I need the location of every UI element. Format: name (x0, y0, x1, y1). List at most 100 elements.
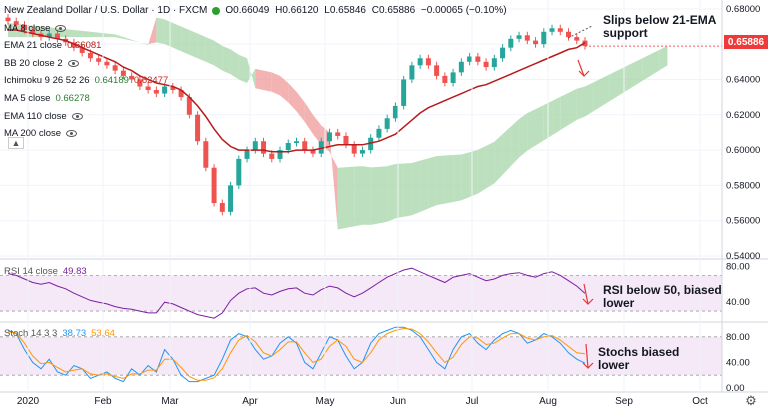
stoch-legend[interactable]: Stoch 14 3 3 38.73 53.64 (4, 328, 115, 339)
rsi-value: 49.83 (62, 266, 87, 277)
candle-body (104, 61, 110, 66)
eye-hidden-icon[interactable] (55, 24, 67, 32)
eye-hidden-icon[interactable] (71, 112, 83, 120)
candle-body (277, 150, 283, 159)
gear-icon[interactable]: ⚙ (745, 393, 757, 408)
annotation-ema: Slips below 21-EMA support (603, 13, 716, 40)
candle-body (557, 28, 563, 32)
candle-body (326, 132, 332, 142)
candle-body (417, 58, 423, 66)
stoch-arrow-shaft (585, 343, 589, 369)
candle-body (359, 150, 365, 154)
ichimoku-cloud-segment (585, 82, 594, 117)
rsi-arrow-head (582, 298, 594, 305)
eye-hidden-icon[interactable] (66, 130, 78, 138)
candle-body (153, 90, 159, 94)
collapse-legend-chevron-up-icon[interactable]: ▲ (8, 137, 24, 149)
ichimoku-cloud-segment (280, 75, 289, 103)
legend-value: 0.66278 (55, 92, 90, 104)
ichimoku-cloud-segment (444, 155, 454, 204)
ichimoku-cloud-segment (617, 66, 627, 97)
candle-body (384, 118, 390, 129)
ichimoku-cloud-segment (568, 88, 577, 125)
price-tick-label: 0.58000 (726, 180, 760, 191)
candle-body (458, 61, 464, 73)
ichimoku-cloud-segment (164, 19, 173, 48)
legend-ema21[interactable]: EMA 21 close 0.66081 (4, 37, 510, 55)
legend-ma8[interactable]: MA 8 close (4, 20, 510, 38)
annotation-stoch: Stochs biased lower (598, 345, 680, 372)
ichimoku-cloud-segment (115, 34, 124, 39)
ichimoku-cloud-segment (486, 141, 495, 189)
ichimoku-cloud-segment (469, 149, 478, 198)
ichimoku-cloud-segment (626, 62, 635, 91)
price-arrow-shaft (577, 59, 585, 77)
legend-ma5[interactable]: MA 5 close 0.66278 (4, 90, 510, 108)
candle-body (310, 150, 316, 154)
ichimoku-cloud-segment (214, 40, 223, 71)
stoch-tick-label: 80.00 (726, 332, 750, 343)
ichimoku-cloud-segment (453, 154, 462, 202)
candle-body (425, 58, 431, 66)
ichimoku-cloud-segment (494, 134, 503, 184)
legend-label: Ichimoku 9 26 52 26 (4, 75, 90, 87)
ichimoku-cloud-segment (247, 58, 256, 89)
legend-ema110[interactable]: EMA 110 close (4, 108, 510, 126)
price-tick-label: 0.56000 (726, 216, 760, 227)
candle-body (54, 33, 60, 39)
candle-body (500, 47, 506, 59)
ichimoku-cloud-segment (436, 155, 445, 206)
ichimoku-cloud-segment (378, 166, 388, 224)
legend-bb20[interactable]: BB 20 close 2 (4, 55, 510, 73)
ichimoku-cloud-segment (65, 29, 74, 38)
stoch-d-value: 53.64 (91, 328, 115, 339)
ichimoku-cloud-segment (560, 92, 569, 131)
ichimoku-cloud-segment (354, 166, 363, 227)
ichimoku-cloud-segment (106, 33, 116, 38)
candle-body (285, 143, 291, 151)
ichimoku-cloud-segment (90, 31, 99, 38)
candle-body (549, 28, 555, 32)
rsi-tick-label: 40.00 (726, 297, 750, 308)
ichimoku-cloud-segment (205, 37, 215, 66)
ichimoku-cloud-segment (312, 114, 322, 145)
legend-title-row: New Zealand Dollar / U.S. Dollar · 1D · … (4, 2, 510, 20)
ema-pointer-dash (567, 25, 593, 39)
ichimoku-cloud-segment (601, 74, 610, 107)
candle-body (335, 132, 341, 136)
rsi-band (0, 275, 722, 312)
ichimoku-cloud-segment (535, 105, 544, 146)
stoch-band (0, 336, 722, 376)
symbol-title[interactable]: New Zealand Dollar / U.S. Dollar · 1D · … (4, 5, 208, 16)
rsi-line (7, 267, 586, 319)
candle-body (401, 79, 407, 106)
ohlc-high: H0.66120 (275, 5, 319, 16)
rsi-legend[interactable]: RSI 14 close 49.83 (4, 266, 87, 277)
candle-body (294, 141, 299, 144)
ichimoku-cloud-segment (519, 113, 528, 158)
candle-body (566, 31, 572, 38)
candle-body (170, 86, 176, 91)
legend-ichimoku[interactable]: Ichimoku 9 26 52 26 0.64189 0.62477 (4, 72, 510, 90)
legend-label: EMA 110 close (4, 110, 67, 122)
candle-body (302, 141, 308, 151)
ichimoku-cloud-segment (370, 166, 379, 225)
candle-body (96, 58, 102, 62)
legend-ma200[interactable]: MA 200 close (4, 125, 510, 143)
candle-body (409, 65, 415, 80)
ichimoku-cloud-segment (650, 49, 660, 76)
candle-body (186, 97, 192, 115)
ema21-line (8, 29, 586, 153)
ichimoku-cloud-segment (271, 72, 281, 96)
candle-body (244, 150, 250, 159)
candle-body (442, 75, 448, 83)
ohlc-open: O0.66049 (225, 5, 270, 16)
ichimoku-cloud-segment (609, 70, 618, 102)
ichimoku-cloud-segment (238, 54, 248, 83)
ichimoku-cloud-segment (428, 156, 437, 209)
candle-body (30, 30, 36, 34)
candle-body (203, 141, 209, 168)
ichimoku-cloud-segment (73, 30, 83, 38)
eye-hidden-icon[interactable] (67, 60, 79, 68)
